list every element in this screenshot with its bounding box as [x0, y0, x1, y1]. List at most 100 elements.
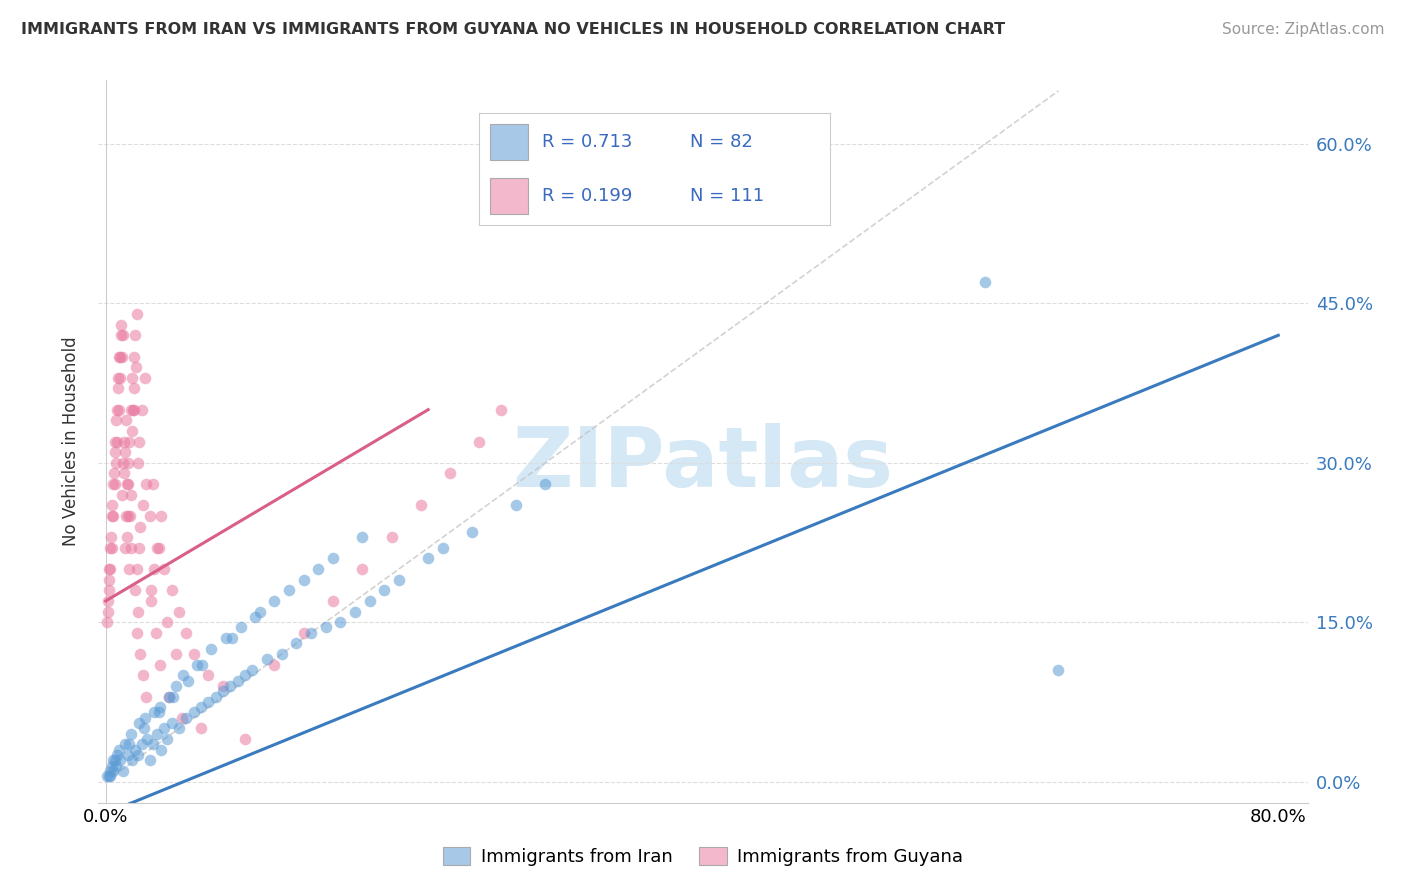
Point [165, 679, 187, 693]
Point [117, 477, 139, 491]
Point [132, 722, 155, 736]
Point [352, 562, 374, 576]
Text: ZIPatlas: ZIPatlas [513, 423, 893, 504]
Point [143, 706, 166, 720]
Point [103, 477, 125, 491]
Point [135, 477, 157, 491]
Point [122, 350, 145, 364]
Point [131, 668, 153, 682]
Point [157, 690, 180, 704]
Point [105, 413, 128, 427]
Point [115, 508, 138, 523]
Point [468, 434, 491, 449]
Point [142, 477, 165, 491]
Point [534, 477, 557, 491]
Point [183, 647, 205, 661]
Point [101, 764, 124, 778]
Y-axis label: No Vehicles in Household: No Vehicles in Household [62, 336, 80, 547]
Point [128, 716, 150, 731]
Point [461, 524, 484, 539]
Point [150, 508, 173, 523]
Point [100, 541, 122, 555]
Point [100, 758, 122, 772]
Point [204, 690, 226, 704]
Point [127, 747, 149, 762]
Point [172, 668, 194, 682]
Point [380, 530, 402, 544]
Point [98, 562, 121, 576]
Point [176, 711, 198, 725]
Point [190, 700, 212, 714]
Point [278, 583, 301, 598]
Point [418, 551, 440, 566]
Point [315, 620, 337, 634]
Point [138, 508, 160, 523]
Point [117, 456, 139, 470]
Point [135, 690, 157, 704]
Point [96, 769, 118, 783]
Point [103, 753, 125, 767]
Point [191, 657, 214, 672]
Point [121, 424, 143, 438]
Point [134, 371, 156, 385]
Point [100, 541, 122, 555]
Point [118, 508, 141, 523]
Point [131, 737, 153, 751]
Point [128, 647, 150, 661]
Point [263, 594, 285, 608]
Point [145, 625, 167, 640]
Point [115, 530, 138, 544]
Point [229, 620, 252, 634]
Point [110, 753, 132, 767]
Point [148, 541, 170, 555]
Point [165, 647, 187, 661]
Point [117, 747, 139, 762]
Point [352, 530, 374, 544]
Point [124, 328, 146, 343]
Point [98, 764, 121, 778]
Point [104, 434, 127, 449]
Point [153, 722, 176, 736]
Point [98, 573, 121, 587]
Point [103, 467, 125, 481]
Point [110, 328, 132, 343]
Point [120, 541, 142, 555]
Point [105, 456, 128, 470]
Point [233, 732, 256, 747]
Point [307, 562, 329, 576]
Point [101, 508, 124, 523]
Point [124, 742, 146, 756]
Point [233, 668, 256, 682]
Point [112, 467, 135, 481]
Point [108, 742, 131, 756]
Point [146, 727, 169, 741]
Point [107, 371, 129, 385]
Point [120, 488, 142, 502]
Point [322, 594, 344, 608]
Point [98, 769, 121, 783]
Point [200, 641, 222, 656]
Point [97, 594, 120, 608]
Point [118, 434, 141, 449]
Point [148, 706, 170, 720]
Point [322, 551, 344, 566]
Point [125, 625, 148, 640]
Point [98, 562, 121, 576]
Point [107, 747, 129, 762]
Point [138, 753, 160, 767]
Point [141, 583, 163, 598]
Point [121, 402, 143, 417]
Point [127, 605, 149, 619]
Point [505, 498, 527, 512]
Point [256, 652, 278, 666]
Point [226, 673, 249, 688]
Point [121, 753, 143, 767]
Point [176, 625, 198, 640]
Point [114, 737, 136, 751]
Point [432, 541, 454, 555]
Point [240, 663, 263, 677]
Point [149, 657, 172, 672]
Point [122, 402, 145, 417]
Point [118, 562, 141, 576]
Point [124, 381, 146, 395]
